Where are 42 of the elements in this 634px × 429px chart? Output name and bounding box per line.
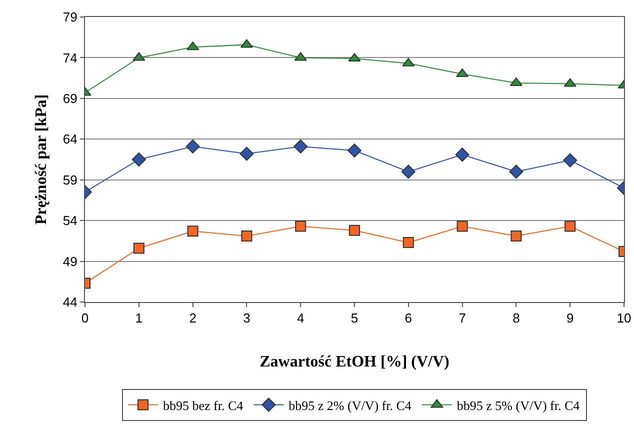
x-tick-label: 3	[243, 310, 250, 326]
x-tick-label: 1	[135, 310, 143, 326]
y-tick-label: 59	[62, 172, 78, 188]
point	[455, 148, 470, 162]
point	[295, 220, 306, 232]
point	[349, 224, 360, 236]
point	[133, 242, 144, 254]
y-tick-label: 79	[62, 10, 78, 25]
y-tick-label: 44	[62, 294, 78, 310]
x-tick-label: 5	[350, 310, 358, 326]
y-tick-label: 64	[62, 132, 78, 147]
x-tick-label: 0	[81, 310, 89, 326]
x-tick-label: 10	[616, 310, 632, 326]
point	[456, 220, 468, 232]
y-tick-label: 49	[62, 254, 78, 269]
point	[132, 152, 146, 166]
point	[510, 230, 522, 242]
legend-label: bb95 bez fr. C4	[163, 398, 244, 413]
point	[563, 153, 578, 168]
point	[187, 226, 198, 237]
x-tick-label: 2	[189, 310, 196, 326]
x-tick-label: 4	[296, 310, 304, 326]
point	[240, 146, 254, 161]
y-axis-title: Prężność par [kPa]	[32, 94, 50, 225]
point	[509, 164, 524, 179]
x-tick-label: 8	[512, 310, 520, 326]
point	[294, 139, 308, 154]
y-tick-label: 54	[62, 213, 78, 228]
legend-label: bb95 z 5% (V/V) fr. C4	[456, 398, 580, 413]
legend-label: bb95 z 2% (V/V) fr. C4	[288, 398, 412, 413]
y-tick-label: 69	[62, 90, 78, 106]
point	[241, 230, 252, 242]
point	[186, 139, 200, 154]
x-axis-title: Zawartość EtOH [%] (V/V)	[260, 353, 450, 370]
point	[401, 164, 416, 179]
point	[402, 237, 414, 248]
point	[348, 144, 362, 158]
x-tick-label: 9	[566, 310, 574, 326]
x-tick-label: 7	[458, 310, 466, 326]
x-tick-label: 6	[404, 310, 412, 326]
point	[564, 220, 576, 232]
y-tick-label: 74	[62, 50, 78, 66]
